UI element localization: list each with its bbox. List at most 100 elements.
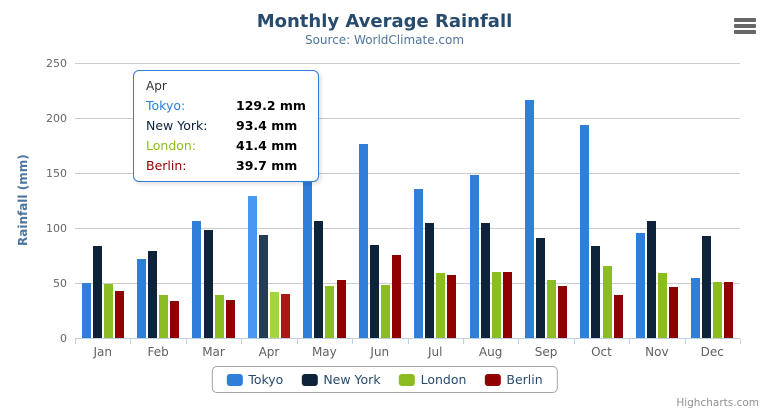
bar-tokyo-nov[interactable] (635, 232, 645, 338)
bar-london-sep[interactable] (547, 280, 557, 338)
x-axis-label: Jun (370, 345, 390, 359)
bar-tokyo-aug[interactable] (469, 174, 479, 338)
export-menu-button[interactable] (731, 14, 759, 38)
bar-london-aug[interactable] (491, 272, 501, 338)
x-axis-label: Feb (147, 345, 169, 359)
x-axis-label: Jan (93, 345, 112, 359)
tooltip-category: Apr (146, 79, 167, 93)
bar-berlin-feb[interactable] (170, 301, 180, 338)
tooltip-value: 129.2 mm (236, 98, 306, 113)
bar-london-jun[interactable] (380, 284, 390, 338)
bar-tokyo-jun[interactable] (358, 144, 368, 338)
bar-london-jul[interactable] (436, 273, 446, 338)
tooltip-row: New York: 93.4 mm (146, 115, 306, 135)
bar-berlin-mar[interactable] (225, 300, 235, 338)
bar-berlin-sep[interactable] (558, 285, 568, 338)
bar-new-york-apr[interactable] (258, 235, 268, 338)
gridline (75, 228, 740, 229)
bar-tokyo-may[interactable] (303, 179, 313, 338)
x-axis-tick (407, 339, 409, 344)
bar-london-may[interactable] (325, 286, 335, 338)
legend-item-london[interactable]: London (398, 372, 467, 387)
bar-london-apr[interactable] (270, 292, 279, 338)
x-axis-tick (518, 339, 520, 344)
bar-london-dec[interactable] (713, 281, 723, 338)
bar-london-nov[interactable] (657, 272, 667, 338)
x-axis-tick (462, 339, 464, 344)
y-axis-label: 50 (53, 276, 67, 290)
bar-new-york-sep[interactable] (536, 237, 545, 338)
legend-symbol (484, 373, 501, 386)
tooltip-series-name: Tokyo: (146, 98, 186, 113)
gridline (75, 283, 740, 284)
legend-symbol (301, 373, 318, 386)
tooltip: Apr Tokyo: 129.2 mm New York: 93.4 mm London… (133, 70, 319, 182)
tooltip-series-name: Berlin: (146, 158, 187, 173)
bar-tokyo-sep[interactable] (524, 99, 534, 338)
legend-label: Berlin (506, 372, 543, 387)
x-axis-tick (75, 339, 76, 344)
x-axis-tick (352, 339, 354, 344)
plot-area (75, 63, 740, 339)
bar-new-york-jun[interactable] (369, 245, 379, 338)
legend-item-berlin[interactable]: Berlin (484, 372, 543, 387)
bar-berlin-oct[interactable] (613, 295, 623, 338)
x-axis-label: Dec (700, 345, 724, 359)
bar-new-york-dec[interactable] (702, 236, 712, 338)
x-axis-tick (629, 339, 631, 344)
legend-label: Tokyo (248, 372, 284, 387)
tooltip-series-name: London: (146, 138, 197, 153)
bar-new-york-may[interactable] (314, 221, 324, 338)
bar-berlin-nov[interactable] (669, 286, 678, 338)
bar-berlin-dec[interactable] (724, 281, 734, 338)
bar-tokyo-oct[interactable] (580, 124, 590, 338)
y-axis-label: 0 (60, 331, 67, 345)
x-axis-tick (130, 339, 132, 344)
bar-berlin-apr[interactable] (281, 294, 291, 338)
bar-new-york-aug[interactable] (480, 223, 490, 338)
bar-berlin-may[interactable] (336, 280, 346, 338)
bar-new-york-nov[interactable] (646, 220, 656, 338)
bar-london-oct[interactable] (602, 266, 612, 338)
bar-new-york-jan[interactable] (92, 246, 102, 338)
bar-berlin-jul[interactable] (447, 274, 457, 338)
bar-tokyo-mar[interactable] (192, 220, 202, 338)
x-axis-tick (241, 339, 243, 344)
bar-london-mar[interactable] (214, 294, 224, 338)
x-axis-label: May (311, 345, 337, 359)
bar-tokyo-apr[interactable] (247, 195, 257, 338)
bar-new-york-oct[interactable] (591, 246, 601, 338)
y-axis-title: Rainfall (mm) (16, 154, 30, 247)
y-axis-label: 150 (46, 166, 67, 180)
x-axis-tick (296, 339, 298, 344)
credits-link[interactable]: Highcharts.com (676, 397, 759, 409)
tooltip-row: Berlin: 39.7 mm (146, 155, 306, 175)
legend-symbol (226, 373, 243, 386)
bar-new-york-jul[interactable] (425, 222, 435, 338)
tooltip-series-name: New York: (146, 118, 208, 133)
y-axis-label: 200 (46, 111, 67, 125)
bar-tokyo-feb[interactable] (137, 259, 146, 338)
x-axis-tick (573, 339, 575, 344)
bar-tokyo-jul[interactable] (414, 188, 424, 338)
bar-berlin-jun[interactable] (391, 254, 401, 338)
bar-berlin-aug[interactable] (502, 271, 512, 338)
x-axis-tick (684, 339, 686, 344)
bar-new-york-mar[interactable] (203, 229, 213, 338)
legend-item-tokyo[interactable]: Tokyo (226, 372, 283, 387)
tooltip-value: 41.4 mm (236, 138, 298, 153)
bar-london-feb[interactable] (159, 295, 169, 338)
bar-london-jan[interactable] (103, 284, 113, 338)
bar-tokyo-jan[interactable] (81, 283, 91, 338)
hamburger-icon (731, 18, 759, 34)
gridline (75, 118, 740, 119)
y-axis-label: 100 (46, 221, 67, 235)
bar-new-york-feb[interactable] (148, 251, 158, 338)
bar-berlin-jan[interactable] (114, 291, 124, 338)
tooltip-row: London: 41.4 mm (146, 135, 306, 155)
x-axis-tick (740, 339, 741, 344)
legend-label: London (420, 372, 467, 387)
legend-item-new-york[interactable]: New York (301, 372, 381, 387)
bar-tokyo-dec[interactable] (691, 278, 701, 338)
